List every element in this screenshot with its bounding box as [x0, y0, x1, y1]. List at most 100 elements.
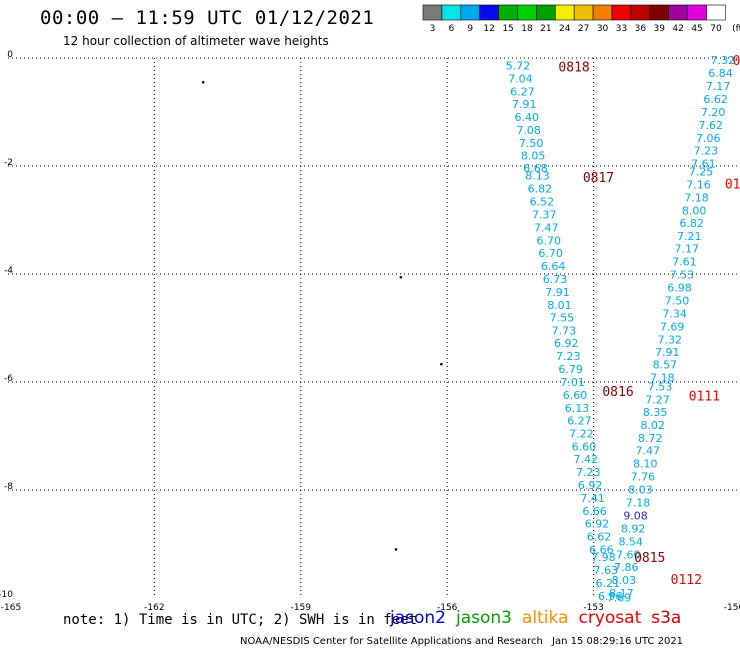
- swh-label-track-b: 7.86: [614, 561, 639, 574]
- swh-label-track-b: 7.69: [607, 591, 632, 604]
- pass-time-label: 0817: [583, 171, 614, 186]
- chart-subtitle: 12 hour collection of altimeter wave hei…: [63, 34, 329, 48]
- swh-label-track-b: 7.18: [626, 496, 651, 509]
- swh-label-track-b: 7.60: [616, 548, 641, 561]
- island-marker: [201, 81, 205, 84]
- colorbar-label: 33: [616, 24, 627, 34]
- y-tick-label: -10: [0, 590, 13, 600]
- source-credit: NOAA/NESDIS Center for Satellite Applica…: [240, 636, 543, 647]
- swh-label-track-a: 7.22: [569, 427, 594, 440]
- swh-label-track-b: 7.17: [706, 80, 731, 93]
- swh-label-track-b: 6.82: [679, 217, 704, 230]
- swh-label-track-a: 6.92: [585, 517, 610, 530]
- colorbar-swatch: [422, 4, 443, 21]
- swh-label-track-b: 7.27: [645, 393, 670, 406]
- colorbar-label: 70: [710, 24, 722, 34]
- swh-label-track-a: 6.66: [582, 505, 607, 518]
- swh-label-track-a: 6.21: [596, 577, 621, 590]
- swh-label-track-b: 7.21: [677, 230, 702, 243]
- swh-label-track-b: 8.57: [653, 359, 678, 372]
- x-tick-label: -165: [1, 603, 21, 613]
- swh-label-track-a: 7.55: [550, 312, 575, 325]
- swh-label-track-a: 6.68: [523, 162, 548, 175]
- colorbar-swatch: [554, 4, 575, 21]
- swh-label-track-a: 7.23: [556, 350, 581, 363]
- swh-label-track-b: 7.76: [631, 471, 656, 484]
- swh-label-track-a: 6.13: [565, 402, 590, 415]
- x-tick-label: -159: [291, 603, 312, 613]
- swh-label-track-a: 6.92: [578, 479, 603, 492]
- swh-label-track-b: 7.25: [689, 165, 714, 178]
- colorbar-swatch: [649, 4, 669, 21]
- pass-time-label: 01: [725, 177, 740, 192]
- y-tick-label: -6: [4, 374, 13, 384]
- colorbar-swatch: [706, 4, 726, 21]
- swh-label-track-b: 7.16: [686, 178, 711, 191]
- swh-label-track-a: 6.27: [510, 85, 535, 98]
- swh-label-track-b: 8.92: [621, 522, 646, 535]
- swh-label-track-b: 7.23: [694, 144, 719, 157]
- pass-time-label: 0112: [671, 573, 702, 588]
- swh-label-track-b: 8.03: [612, 574, 637, 587]
- colorbar-swatch: [630, 4, 651, 21]
- swh-label-track-b: 8.17: [609, 587, 634, 600]
- swh-label-track-b: 6.98: [667, 282, 692, 295]
- pass-time-label: 0816: [602, 385, 633, 400]
- swh-label-track-a: 6.79: [558, 363, 583, 376]
- colorbar-label: 3: [430, 24, 436, 34]
- swh-label-track-a: 7.47: [534, 222, 559, 235]
- colorbar-label: 24: [559, 24, 571, 34]
- swh-label-track-a: 7.04: [508, 73, 533, 86]
- swh-label-track-b: 6.84: [708, 67, 733, 80]
- y-tick-label: -4: [4, 266, 13, 276]
- swh-label-track-a: 6.40: [514, 111, 539, 124]
- swh-label-track-b: 8.03: [628, 483, 653, 496]
- swh-label-track-a: 7.63: [594, 564, 619, 577]
- y-tick-label: 0: [7, 50, 13, 60]
- swh-label-track-b: 7.53: [670, 269, 695, 282]
- swh-label-track-b: 7.34: [662, 307, 687, 320]
- swh-label-track-a: 7.37: [532, 209, 557, 222]
- colorbar-swatch: [687, 4, 707, 21]
- colorbar-label: 27: [578, 24, 589, 34]
- swh-label-track-b: 7.20: [701, 106, 726, 119]
- colorbar-label: 42: [672, 24, 683, 34]
- generated-timestamp: Jan 15 08:29:16 UTC 2021: [552, 636, 684, 647]
- swh-label-track-a: 6.96: [598, 590, 623, 603]
- swh-label-track-a: 8.13: [525, 170, 550, 183]
- swh-label-track-a: 6.64: [541, 260, 566, 273]
- swh-label-track-a: 7.08: [516, 124, 541, 137]
- colorbar-swatch: [611, 4, 632, 21]
- swh-label-track-b: 7.61: [691, 157, 716, 170]
- swh-label-track-b: 7.17: [675, 243, 700, 256]
- colorbar-swatch: [441, 4, 462, 21]
- colorbar-swatch: [592, 4, 613, 21]
- colorbar-swatch: [479, 4, 499, 21]
- colorbar-label: (ft): [732, 24, 740, 34]
- swh-label-track-a: 6.27: [567, 414, 592, 427]
- x-tick-label: -162: [144, 603, 164, 613]
- swh-label-track-b: 8.02: [640, 419, 665, 432]
- swh-label-track-b: 8.72: [638, 432, 663, 445]
- swh-label-track-a: 7.50: [519, 137, 544, 150]
- swh-label-track-b: 7.18: [684, 191, 709, 204]
- swh-label-track-b: 7.62: [698, 119, 723, 132]
- swh-label-track-a: 6.62: [587, 530, 612, 543]
- colorbar-label: 39: [654, 24, 666, 34]
- swh-label-track-b: 8.10: [633, 458, 658, 471]
- colorbar-swatch: [573, 4, 594, 21]
- swh-label-track-b: 9.08: [623, 509, 648, 522]
- colorbar-swatch: [460, 4, 480, 21]
- colorbar-label: 30: [597, 24, 609, 34]
- swh-label-track-a: 6.73: [543, 273, 568, 286]
- satellite-cryosat: cryosat: [578, 608, 642, 628]
- swh-label-track-a: 8.05: [521, 150, 546, 163]
- swh-label-track-b: 7.32: [657, 333, 682, 346]
- satellite-legend: jason2 jason3 altika cryosat s3a: [390, 608, 691, 628]
- swh-label-track-a: 5.72: [506, 60, 531, 73]
- y-tick-label: -8: [4, 482, 13, 492]
- swh-label-track-b: 7.18: [650, 372, 675, 385]
- swh-label-track-a: 6.82: [528, 183, 553, 196]
- island-marker: [440, 362, 443, 366]
